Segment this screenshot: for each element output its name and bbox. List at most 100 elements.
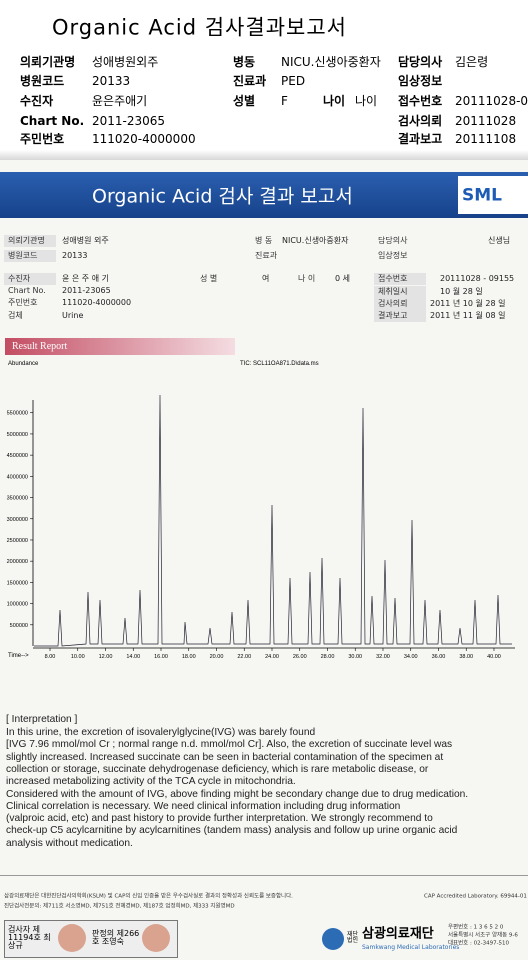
- interpretation-line: collection or storage, succinate dehydro…: [6, 763, 429, 775]
- info-label: 의뢰기관명: [8, 236, 45, 245]
- info-value: 2011 년 11 월 08 일: [430, 311, 506, 320]
- info-value: 신생님: [488, 236, 511, 245]
- x-tick-label: 22.00: [237, 654, 251, 660]
- y-tick-label: 3500000: [7, 496, 28, 502]
- field-value: NICU.신생아중환자: [281, 55, 381, 69]
- seal: [58, 924, 86, 952]
- info-label: 병 동: [255, 236, 273, 245]
- x-tick-label: 30.00: [348, 654, 362, 660]
- info-value: 20111028 - 09155: [440, 274, 515, 283]
- x-tick-label: 40.00: [487, 654, 501, 660]
- field-value: 20111028: [455, 114, 517, 128]
- x-tick-label: 32.00: [376, 654, 390, 660]
- label-cell: [374, 273, 426, 285]
- page-title: Organic Acid 검사결과보고서: [52, 15, 347, 40]
- label-cell: [374, 310, 426, 322]
- field-label: 담당의사: [398, 55, 443, 69]
- interpretation-line: slightly increased. Increased succinate …: [6, 751, 444, 763]
- field-label: Chart No.: [20, 114, 85, 128]
- x-axis-title: Time-->: [8, 653, 29, 659]
- org-name: 삼광의료재단: [362, 926, 434, 942]
- info-value: 0 세: [335, 274, 350, 283]
- footer-doctors: 진단검사전문의: 제711호 서소영MD, 제751호 전혜경MD, 제187호…: [4, 903, 235, 910]
- info-label: 병원코드: [8, 251, 38, 260]
- y-tick-label: 500000: [10, 623, 28, 629]
- info-value: NICU.신생아중환자: [282, 236, 349, 245]
- address-line: 우편번호 : 1 3 6 5 2 0: [448, 924, 504, 931]
- field-value: 김은령: [455, 55, 489, 69]
- info-value: 성애병원 외주: [62, 236, 109, 245]
- field-label: 나이: [323, 94, 346, 108]
- chromatogram: Abundance TIC: SCL11OA871.D\data.ms Time--…: [7, 361, 515, 660]
- x-tick-label: 24.00: [265, 654, 279, 660]
- y-tick-label: 2000000: [7, 559, 28, 565]
- y-tick-label: 5000000: [7, 432, 28, 438]
- interpretation-line: Clinical correlation is necessary. We ne…: [6, 800, 401, 812]
- label-cell: [374, 286, 426, 298]
- logo-box: [458, 176, 528, 214]
- info-value: 2011 년 10 월 28 일: [430, 299, 506, 308]
- x-tick-label: 16.00: [154, 654, 168, 660]
- interpretation-line: [IVG 7.96 mmol/mol Cr ; normal range n.d…: [6, 739, 453, 751]
- info-value: 111020-4000000: [62, 298, 132, 307]
- label-cell: [4, 273, 56, 285]
- report-banner: [0, 172, 528, 218]
- interpretation-line: check-up C5 acylcarnitine by acylcarniti…: [6, 825, 458, 837]
- y-tick-label: 3000000: [7, 517, 28, 523]
- field-label: 병원코드: [20, 74, 65, 88]
- interpretation-line: Considered with the amount of IVG, above…: [6, 788, 469, 800]
- y-tick-label: 1500000: [7, 580, 28, 586]
- info-value: 윤 은 주 애 기: [62, 274, 109, 283]
- logo-text: SML: [462, 185, 502, 206]
- interpretation-line: increased metabolizing activity of the T…: [6, 776, 296, 788]
- info-value: 여: [262, 274, 270, 283]
- field-label: 접수번호: [398, 94, 443, 108]
- address-line: 서울특별시 서초구 양재동 9-6: [448, 932, 518, 939]
- interpretation-heading: [ Interpretation ]: [6, 713, 78, 725]
- interpretation-line: In this urine, the excretion of isovaler…: [6, 726, 316, 738]
- x-tick-label: 20.00: [210, 654, 224, 660]
- judge: 판정의 제266호 조영숙: [92, 929, 140, 946]
- field-value: 111020-4000000: [92, 132, 196, 146]
- separator: [0, 150, 528, 162]
- y-tick-label: 5500000: [7, 411, 28, 417]
- field-value: 나이: [355, 94, 378, 108]
- footer-notice: 삼광의료재단은 대한진단검사의학회(KSLM) 및 CAP의 신임 인증을 받은…: [4, 893, 293, 900]
- section-title: Result Report: [12, 341, 68, 352]
- y-tick-label: 4000000: [7, 474, 28, 480]
- field-label: 결과보고: [398, 132, 443, 146]
- x-tick-label: 8.00: [45, 654, 56, 660]
- y-tick-label: 2500000: [7, 538, 28, 544]
- field-value: 20111108: [455, 132, 517, 146]
- info-label: 임상정보: [378, 251, 408, 260]
- field-value: 2011-23065: [92, 114, 166, 128]
- label-cell: [374, 298, 426, 310]
- x-tick-label: 12.00: [99, 654, 113, 660]
- info-label: 접수번호: [378, 274, 408, 283]
- field-label: 수진자: [20, 94, 54, 108]
- inspector: 검사자 제11194호 최상규: [8, 925, 51, 950]
- y-axis-title: Abundance: [8, 361, 39, 367]
- info-label: 성 별: [200, 274, 218, 283]
- info-label: 결과보고: [378, 311, 408, 320]
- trace: [34, 394, 512, 647]
- info-label: 검사의뢰: [378, 299, 408, 308]
- y-tick-label: 1000000: [7, 602, 28, 608]
- info-label: 담당의사: [378, 236, 408, 245]
- report-title: Organic Acid 검사 결과 보고서: [92, 185, 353, 208]
- info-value: 10 월 28 일: [440, 287, 483, 296]
- field-label: 진료과: [233, 74, 267, 88]
- seal: [142, 924, 170, 952]
- field-value: 20133: [92, 74, 131, 88]
- x-tick-label: 26.00: [293, 654, 307, 660]
- field-label: 검사의뢰: [398, 114, 443, 128]
- x-tick-label: 34.00: [404, 654, 418, 660]
- info-label: 나 이: [298, 274, 316, 283]
- info-label: 주민번호: [8, 298, 38, 307]
- info-value: 2011-23065: [62, 286, 111, 295]
- field-label: 임상정보: [398, 74, 443, 88]
- field-label: 병동: [233, 55, 256, 69]
- tic-label: TIC: SCL11OA871.D\data.ms: [240, 361, 319, 367]
- info-label: 체취일시: [378, 287, 408, 296]
- footer-rule: [0, 875, 528, 876]
